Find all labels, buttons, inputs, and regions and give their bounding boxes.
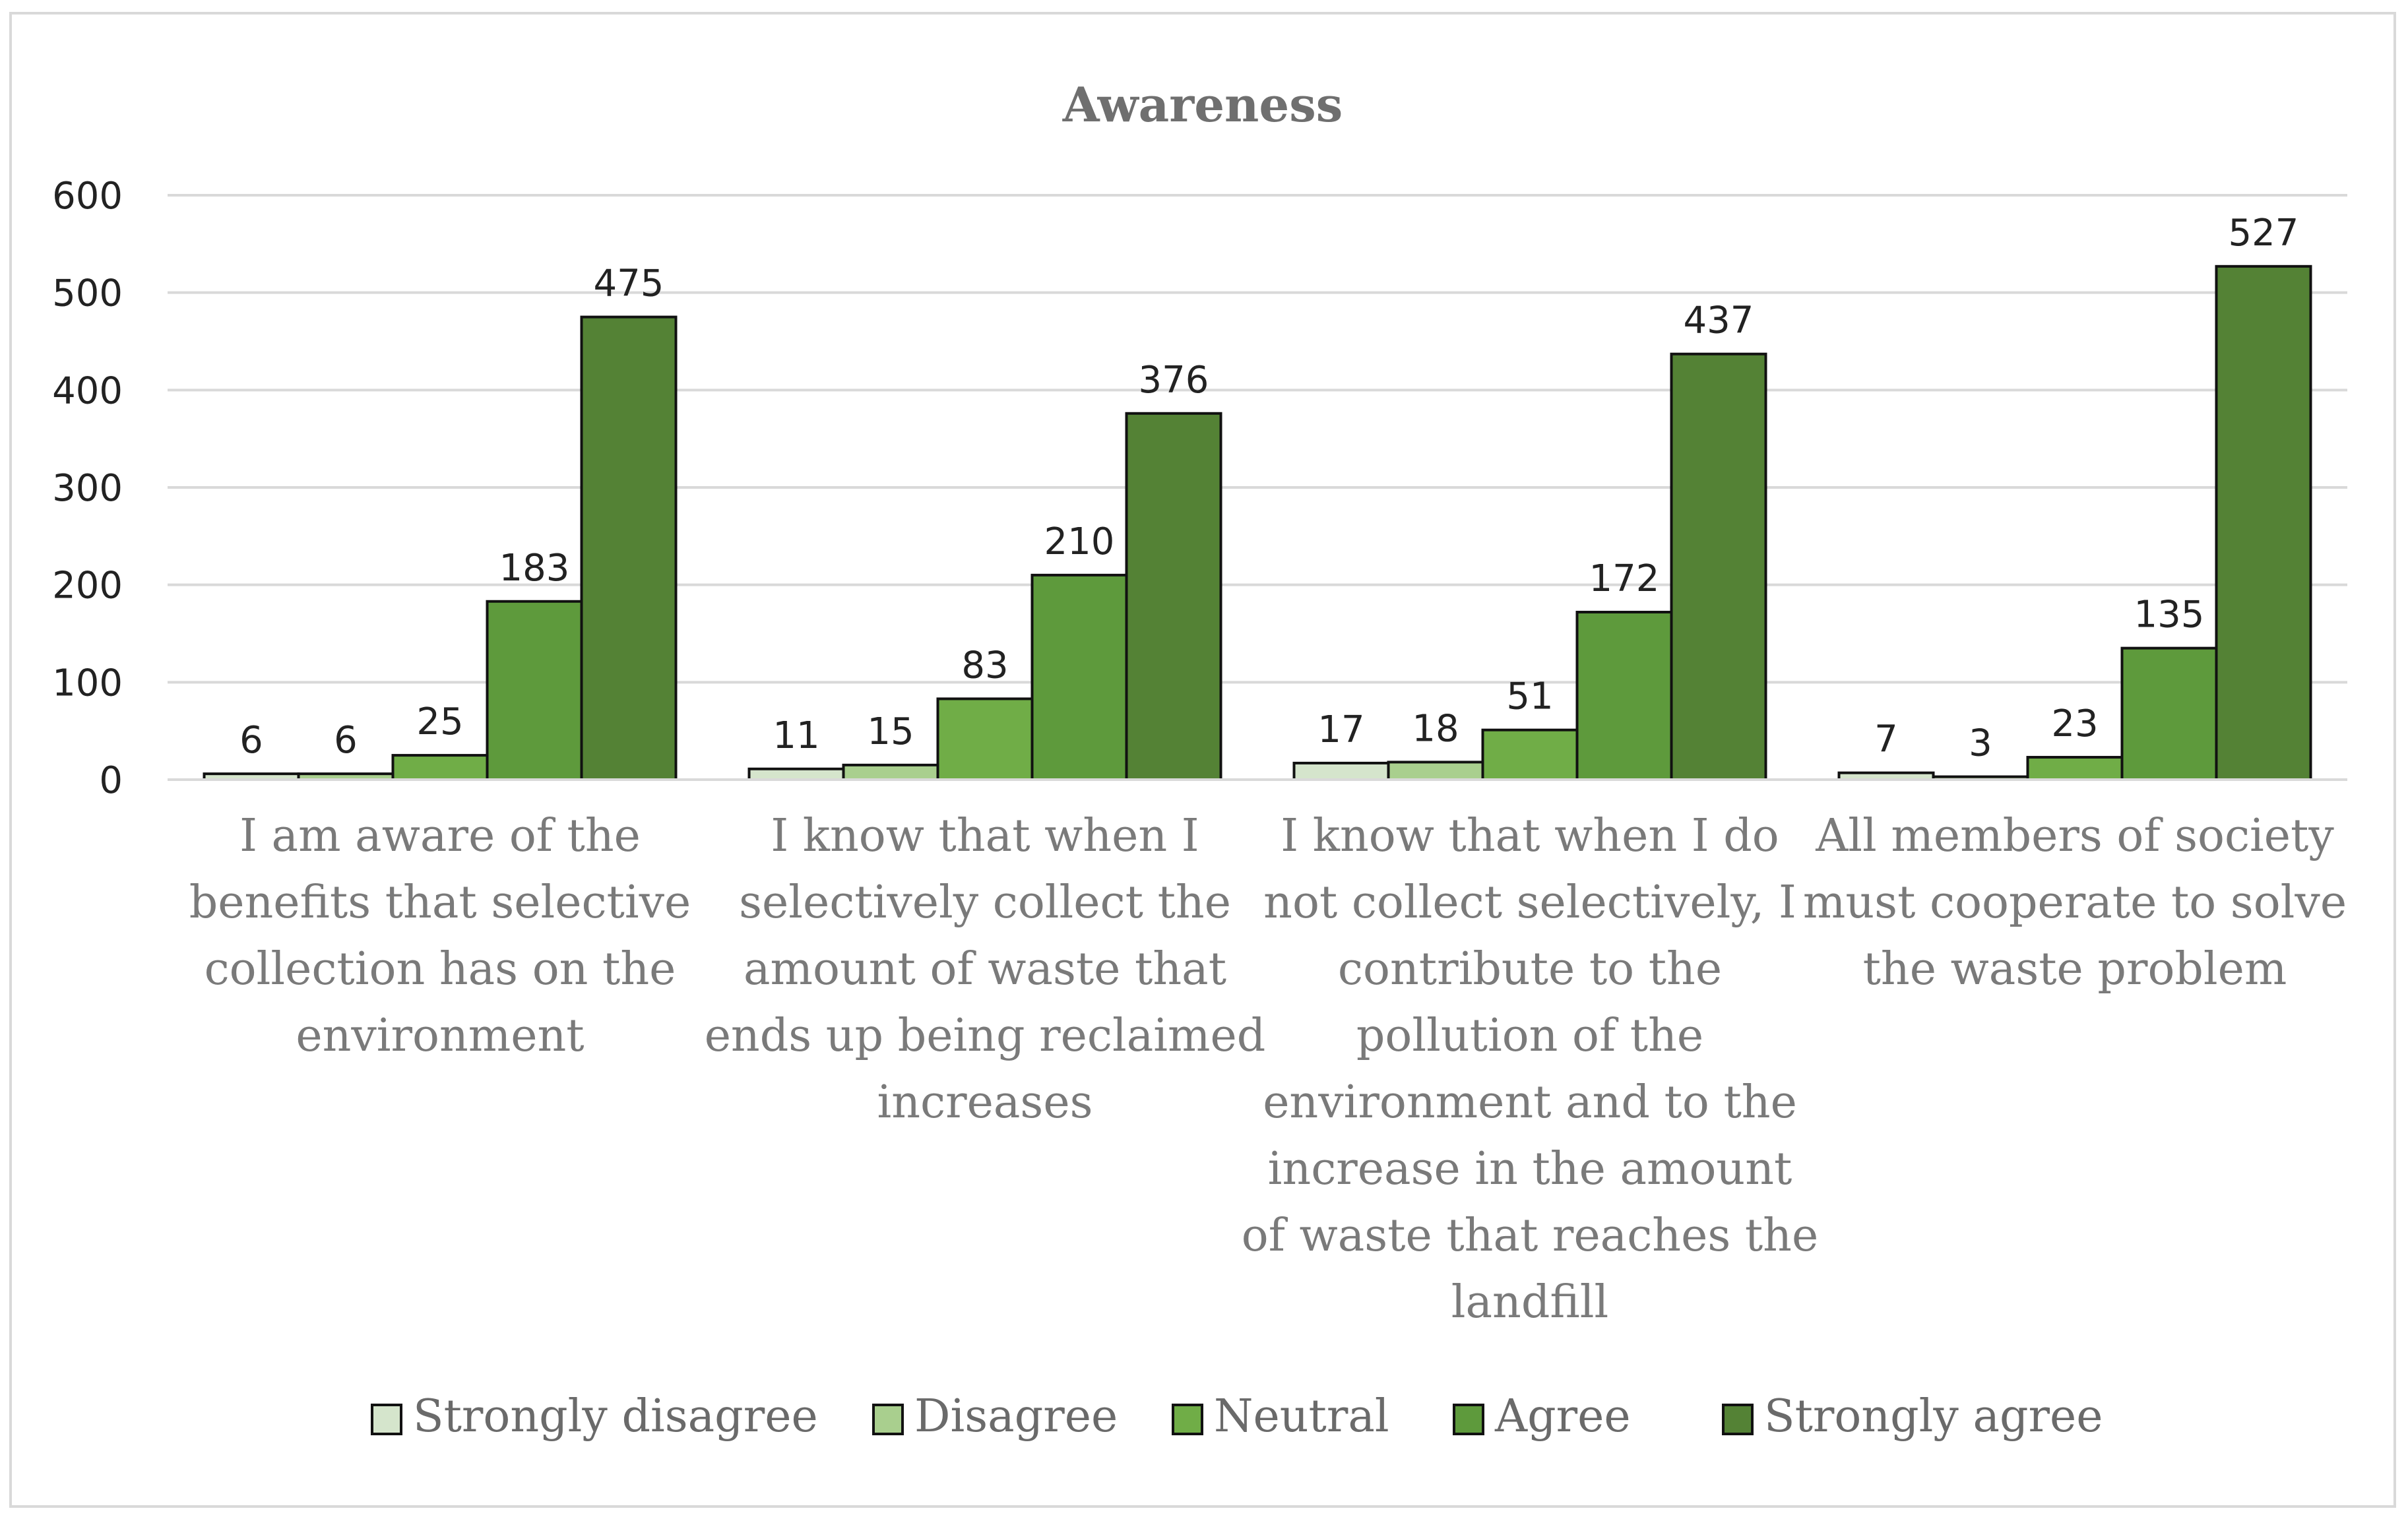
bar (1670, 352, 1767, 781)
legend-swatch (1722, 1404, 1754, 1435)
data-label: 6 (239, 719, 263, 762)
chart-frame: Awareness 0 100 200 300 400 500 600 6 6 25 183 475… (9, 12, 2396, 1508)
data-label: 475 (594, 263, 664, 305)
legend-swatch (371, 1404, 402, 1435)
bar (1481, 728, 1579, 781)
x-tick-label: I know that when I selectively collect th… (705, 810, 1266, 1129)
data-label: 172 (1589, 557, 1660, 600)
x-tick-label: I am aware of the benefits that selective… (189, 810, 691, 1062)
bar (486, 600, 583, 782)
x-tick-label-line: environment and to the (1263, 1076, 1797, 1129)
bar (1575, 611, 1673, 781)
data-label: 210 (1044, 520, 1115, 563)
bar (391, 754, 489, 782)
data-label: 11 (773, 714, 819, 757)
data-label: 183 (499, 547, 570, 590)
bar (2026, 756, 2124, 781)
bar (580, 315, 678, 782)
data-label: 135 (2134, 594, 2205, 637)
x-tick-label-line: All members of society (1815, 810, 2334, 862)
data-labels: 6 6 25 183 475 11 15 83 210 376 17 18 51 172 437 7 3 23 13… (239, 212, 2298, 765)
bar (1292, 761, 1390, 781)
legend-swatch (1172, 1404, 1203, 1435)
bar (1387, 761, 1484, 782)
bar (2120, 646, 2218, 782)
y-tick-label: 300 (52, 467, 123, 510)
gridlines (168, 194, 2347, 684)
y-tick-label: 200 (52, 565, 123, 607)
bar (1030, 573, 1128, 782)
data-label: 437 (1684, 299, 1754, 342)
legend-swatch (1453, 1404, 1484, 1435)
legend-label: Neutral (1214, 1390, 1389, 1443)
chart-title: Awareness (1062, 77, 1343, 133)
x-tick-label-line: of waste that reaches the (1242, 1210, 1818, 1262)
x-tick-label-line: increase in the amount (1268, 1143, 1792, 1195)
x-tick-label: I know that when I do not collect selecti… (1242, 810, 1818, 1328)
data-label: 17 (1317, 708, 1364, 751)
data-label: 51 (1506, 675, 1553, 718)
data-label: 376 (1139, 359, 1209, 402)
x-tick-label-line: ends up being reclaimed (705, 1010, 1266, 1062)
legend-label: Agree (1494, 1390, 1631, 1443)
x-tick-label-line: the waste problem (1863, 943, 2287, 995)
bar (842, 763, 939, 781)
x-tick-label-line: I am aware of the (239, 810, 641, 862)
x-tick-label-line: must cooperate to solve (1803, 877, 2347, 929)
data-label: 3 (1969, 722, 1992, 765)
x-tick-label-line: I know that when I (771, 810, 1199, 862)
x-tick-label-line: not collect selectively, I (1263, 877, 1796, 929)
legend-swatch (872, 1404, 904, 1435)
data-label: 83 (961, 644, 1008, 687)
bar (2215, 264, 2312, 781)
data-label: 7 (1874, 718, 1898, 761)
legend-label: Strongly disagree (413, 1390, 818, 1443)
bar (936, 697, 1034, 781)
x-tick-label-line: amount of waste that (744, 943, 1226, 995)
data-label: 23 (2051, 702, 2098, 745)
y-axis: 0 100 200 300 400 500 600 (52, 175, 123, 802)
x-tick-label-line: I know that when I do (1281, 810, 1779, 862)
x-tick-label-line: benefits that selective (189, 877, 691, 929)
data-label: 25 (416, 700, 463, 743)
x-tick-label-line: increases (877, 1076, 1093, 1129)
x-tick-label-line: selectively collect the (739, 877, 1231, 929)
y-tick-label: 0 (99, 759, 123, 802)
legend-label: Strongly agree (1764, 1390, 2103, 1443)
y-tick-label: 600 (52, 175, 123, 218)
x-tick-label-line: pollution of the (1356, 1010, 1703, 1062)
x-tick-label-line: collection has on the (205, 943, 676, 995)
y-tick-label: 400 (52, 369, 123, 412)
data-label: 18 (1412, 707, 1459, 750)
bar (747, 767, 845, 782)
x-tick-label-line: environment (296, 1010, 584, 1062)
data-label: 15 (867, 710, 914, 753)
x-tick-label-line: landfill (1451, 1276, 1608, 1328)
x-tick-label: All members of society must cooperate to … (1803, 810, 2347, 995)
data-label: 527 (2229, 212, 2299, 255)
y-tick-label: 500 (52, 272, 123, 315)
bars (203, 264, 2312, 782)
bar (1125, 412, 1222, 781)
legend: Strongly disagree Disagree Neutral Agree Str… (371, 1390, 2103, 1443)
data-label: 6 (334, 719, 358, 762)
x-axis: I am aware of the benefits that selective… (168, 778, 2347, 1328)
y-tick-label: 100 (52, 662, 123, 704)
x-tick-label-line: contribute to the (1338, 943, 1722, 995)
legend-label: Disagree (914, 1390, 1118, 1443)
